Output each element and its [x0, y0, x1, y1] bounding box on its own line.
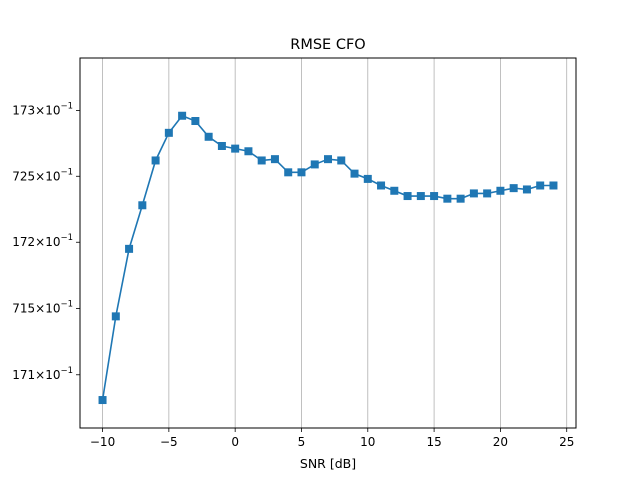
data-point-marker — [337, 156, 345, 164]
data-point-marker — [271, 155, 279, 163]
data-point-marker — [443, 195, 451, 203]
data-point-marker — [510, 184, 518, 192]
data-point-marker — [152, 156, 160, 164]
data-point-marker — [112, 312, 120, 320]
x-tick-label: 0 — [231, 435, 239, 449]
data-point-marker — [457, 195, 465, 203]
y-tick-exponent: −1 — [60, 366, 73, 376]
data-point-marker — [390, 187, 398, 195]
y-tick-mantissa: 171×10 — [12, 368, 60, 382]
x-tick-label: 10 — [360, 435, 375, 449]
data-point-marker — [258, 156, 266, 164]
data-point-marker — [218, 142, 226, 150]
data-point-marker — [496, 187, 504, 195]
data-point-marker — [417, 192, 425, 200]
data-point-marker — [364, 175, 372, 183]
data-point-marker — [205, 133, 213, 141]
x-tick-label: −10 — [90, 435, 115, 449]
data-point-marker — [244, 147, 252, 155]
y-tick-mantissa: 725×10 — [12, 169, 60, 183]
y-tick-exponent: −1 — [60, 233, 73, 243]
y-tick-mantissa: 715×10 — [12, 301, 60, 315]
x-axis-label: SNR [dB] — [300, 456, 356, 471]
x-tick-label: 5 — [298, 435, 306, 449]
x-tick-label: 15 — [426, 435, 441, 449]
data-point-marker — [430, 192, 438, 200]
data-point-marker — [311, 160, 319, 168]
y-tick-exponent: −1 — [60, 299, 73, 309]
data-point-marker — [165, 129, 173, 137]
data-point-marker — [377, 181, 385, 189]
data-point-marker — [549, 181, 557, 189]
data-point-marker — [324, 155, 332, 163]
data-point-marker — [178, 112, 186, 120]
data-point-marker — [536, 181, 544, 189]
data-point-marker — [483, 189, 491, 197]
x-tick-label: −5 — [160, 435, 178, 449]
data-point-marker — [404, 192, 412, 200]
y-tick-mantissa: 173×10 — [12, 103, 60, 117]
data-point-marker — [523, 185, 531, 193]
chart-title: RMSE CFO — [290, 37, 365, 53]
x-tick-label: 25 — [559, 435, 574, 449]
y-tick-exponent: −1 — [60, 101, 73, 111]
x-tick-label: 20 — [493, 435, 508, 449]
data-point-marker — [138, 201, 146, 209]
y-tick-mantissa: 172×10 — [12, 235, 60, 249]
data-point-marker — [125, 245, 133, 253]
y-tick-exponent: −1 — [60, 167, 73, 177]
data-point-marker — [284, 168, 292, 176]
data-point-marker — [297, 168, 305, 176]
data-point-marker — [351, 170, 359, 178]
plot-area — [80, 58, 576, 428]
data-point-marker — [99, 396, 107, 404]
data-point-marker — [231, 145, 239, 153]
data-point-marker — [470, 189, 478, 197]
data-point-marker — [191, 117, 199, 125]
